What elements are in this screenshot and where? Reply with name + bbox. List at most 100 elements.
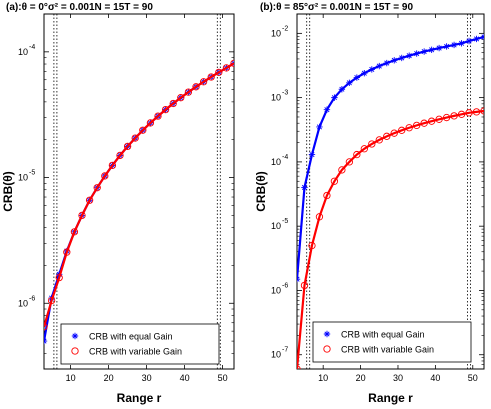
series-group	[44, 59, 234, 345]
title-part: (b):	[260, 2, 276, 13]
data-point-circle	[338, 166, 346, 174]
data-point-circle	[177, 94, 185, 102]
y-tick-exponent: -3	[282, 90, 288, 97]
data-point-star	[323, 106, 331, 113]
data-point-circle	[315, 213, 324, 221]
data-point-circle	[116, 151, 124, 160]
data-point-circle	[457, 110, 466, 118]
y-tick-exponent: -5	[282, 218, 288, 225]
data-point-circle	[85, 196, 94, 204]
x-axis-label: Range r	[117, 391, 162, 405]
x-axis-label: Range r	[368, 391, 413, 405]
data-point-star	[398, 54, 405, 62]
x-tick-label: 30	[393, 373, 403, 383]
data-point-circle	[215, 68, 223, 76]
x-tick-label: 50	[218, 373, 228, 383]
legend-marker-circle	[323, 345, 331, 353]
data-point-star	[308, 151, 316, 158]
legend-entry: CRB with equal Gain	[89, 332, 173, 342]
title-part: T = 90	[124, 2, 153, 13]
data-point-circle	[472, 108, 481, 116]
data-point-star	[331, 94, 338, 101]
data-point-star	[450, 41, 458, 49]
data-point-circle	[154, 112, 162, 120]
x-tick-label: 50	[468, 373, 478, 383]
data-point-circle	[480, 107, 484, 115]
legend-entry: CRB with equal Gain	[341, 330, 425, 340]
y-tick-exponent: -4	[282, 154, 288, 161]
y-axis-label: CRB(θ)	[254, 171, 268, 211]
data-point-circle	[427, 117, 436, 125]
data-point-star	[316, 123, 323, 131]
legend-box	[312, 321, 472, 363]
data-point-circle	[192, 83, 200, 91]
y-tick-label: 10	[271, 157, 281, 167]
title-part: σ² = 0.001	[308, 2, 355, 13]
plot-area	[296, 13, 485, 370]
data-point-star	[420, 48, 428, 55]
chart-title: (a):θ = 0°σ² = 0.001N = 15T = 90	[6, 2, 153, 13]
y-tick-label: 10	[271, 285, 281, 295]
y-tick-exponent: -6	[282, 282, 288, 289]
data-point-circle	[368, 140, 376, 148]
legend-entry: CRB with variable Gain	[89, 347, 182, 357]
y-axis-label: CRB(θ)	[1, 171, 15, 211]
data-point-circle	[146, 119, 155, 127]
x-tick-label: 30	[142, 373, 152, 383]
data-point-star	[338, 86, 346, 93]
data-point-circle	[207, 73, 215, 81]
data-point-circle	[161, 105, 170, 114]
data-point-circle	[123, 142, 132, 151]
y-tick-label: 10	[271, 350, 281, 360]
data-point-circle	[55, 273, 63, 282]
data-point-circle	[420, 119, 428, 127]
data-point-circle	[199, 78, 208, 86]
data-point-circle	[323, 191, 331, 200]
data-point-circle	[222, 64, 231, 72]
data-point-circle	[345, 158, 354, 166]
data-point-circle	[184, 88, 193, 96]
title-part: T = 90	[384, 2, 413, 13]
data-point-star	[428, 46, 435, 53]
data-point-circle	[47, 296, 56, 305]
title-part: θ = 85°	[276, 2, 308, 13]
data-point-circle	[300, 281, 309, 290]
data-point-star	[435, 44, 443, 52]
title-part: σ² = 0.001	[48, 2, 95, 13]
chart-title: (b):θ = 85°σ² = 0.001N = 15T = 90	[260, 2, 413, 13]
y-tick-exponent: -6	[29, 295, 35, 302]
data-point-star	[443, 43, 450, 50]
x-tick-label: 20	[104, 373, 114, 383]
data-point-star	[383, 59, 390, 67]
data-point-circle	[63, 248, 71, 256]
y-tick-label: 10	[271, 28, 281, 38]
data-point-circle	[360, 145, 368, 153]
x-tick-label: 40	[430, 373, 440, 383]
data-point-circle	[70, 228, 79, 236]
data-point-star	[44, 337, 48, 345]
data-point-star	[391, 57, 398, 64]
y-tick-exponent: -7	[282, 347, 288, 354]
data-point-circle	[375, 136, 383, 144]
data-point-star	[361, 69, 368, 77]
data-point-star	[353, 74, 361, 81]
y-tick-exponent: -5	[29, 170, 35, 177]
plot-area	[43, 13, 235, 370]
legend-marker-circle	[71, 347, 79, 355]
data-point-circle	[390, 129, 398, 137]
title-part: θ = 0°	[22, 2, 48, 13]
legend-marker-star	[71, 332, 79, 340]
data-point-circle	[230, 59, 234, 67]
series-group	[297, 33, 484, 369]
data-point-circle	[442, 113, 451, 122]
legend: CRB with equal Gain CRB with variable Gai…	[60, 323, 220, 365]
data-point-circle	[465, 109, 473, 117]
data-point-circle	[398, 126, 406, 134]
data-point-circle	[435, 115, 443, 123]
y-tick-label: 10	[18, 298, 28, 308]
data-point-circle	[353, 150, 361, 159]
y-tick-exponent: -4	[29, 44, 35, 51]
legend-box	[60, 323, 220, 365]
